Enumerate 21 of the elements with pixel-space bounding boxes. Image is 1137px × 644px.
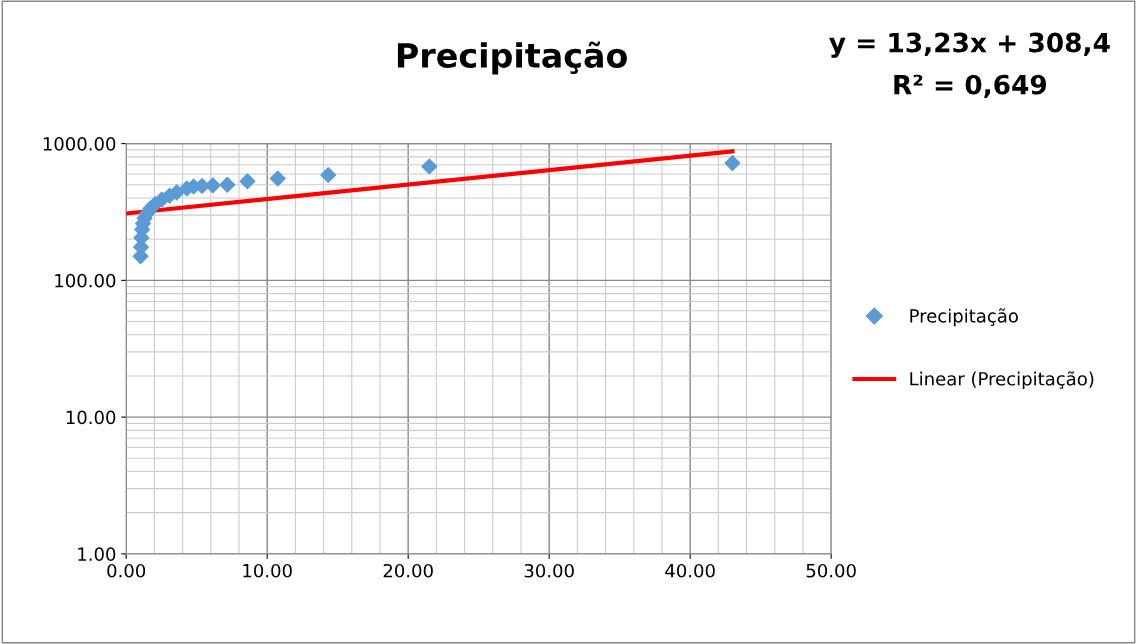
text: R² = 0,649 [894, 74, 1047, 98]
point [239, 173, 256, 190]
legend-label: Linear (Precipitação) [910, 371, 1094, 390]
x-tick-label: 10.00 [243, 563, 292, 578]
x-tick-label: 20.00 [383, 563, 433, 578]
text: y = 13,23x + 308,4 [829, 32, 1110, 58]
x-tick-label: 0.00 [107, 563, 146, 578]
point [724, 155, 741, 172]
x-tick-label: 30.00 [524, 563, 574, 578]
point [421, 158, 438, 175]
legend-label: Precipitação [910, 308, 1018, 327]
y-tick-label: 100.00 [55, 273, 116, 288]
point [320, 166, 337, 183]
point [269, 170, 286, 187]
x-tick-label: 40.00 [665, 563, 715, 578]
chart-title: Precipitação [397, 41, 627, 75]
x-tick-label: 50.00 [806, 563, 856, 578]
y-tick-label: 1000.00 [43, 137, 116, 151]
point [219, 176, 236, 193]
y-tick-label: 1.00 [78, 547, 116, 561]
y-tick-label: 10.00 [66, 410, 116, 425]
